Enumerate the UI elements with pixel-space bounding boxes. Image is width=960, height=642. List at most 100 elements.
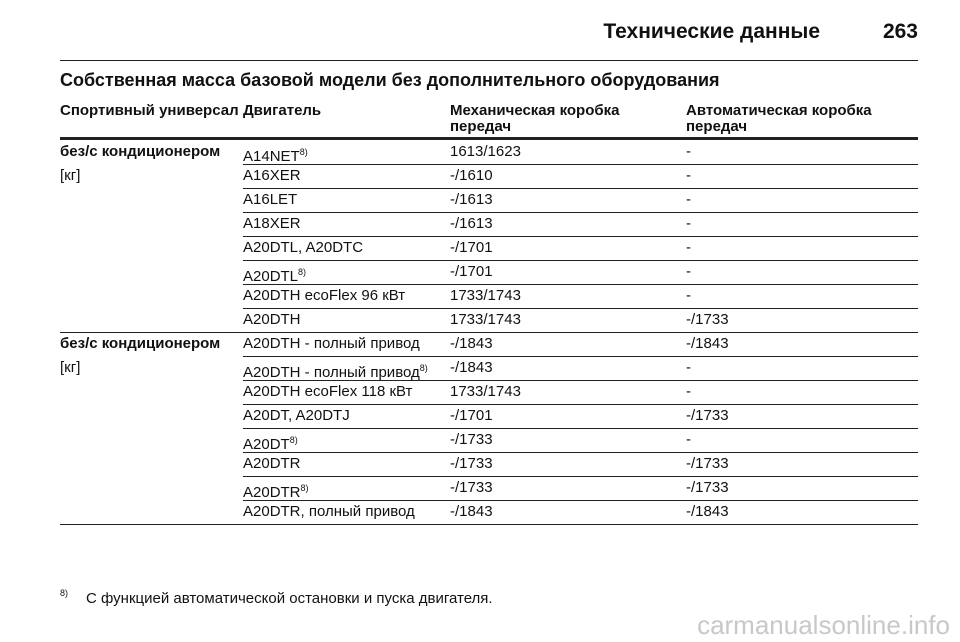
row-rule xyxy=(243,356,918,357)
auto-mass: - xyxy=(686,167,691,184)
engine-name: A14NET xyxy=(243,148,300,165)
auto-mass: - xyxy=(686,143,691,160)
engine-name: A20DTH ecoFlex 96 кВт xyxy=(243,287,406,304)
auto-mass: - xyxy=(686,359,691,376)
watermark: carmanualsonline.info xyxy=(697,610,950,640)
engine: A20DTH ecoFlex 118 кВт xyxy=(243,380,412,404)
manual-mass: -/1843 xyxy=(450,503,493,520)
engine: A20DTL8) xyxy=(243,260,306,289)
header-rule xyxy=(60,137,918,140)
note-mark: 8) xyxy=(419,363,428,373)
engine-name: A20DTH xyxy=(243,311,301,328)
engine: A14NET8) xyxy=(243,140,308,169)
column-header: Механическая коробка передач xyxy=(450,102,620,135)
column-header: Автоматическая коробка передач xyxy=(686,102,872,135)
engine-name: A20DTH - полный привод xyxy=(243,335,420,352)
engine: A20DTH - полный привод8) xyxy=(243,356,428,385)
section-title: Собственная масса базовой модели без доп… xyxy=(60,70,720,90)
manual-mass: -/1733 xyxy=(450,479,493,496)
row-rule xyxy=(243,500,918,501)
engine-name: A20DTL xyxy=(243,268,299,285)
header-rule xyxy=(60,60,918,61)
group-unit: [кг] xyxy=(60,167,81,184)
header-title: Технические данные xyxy=(603,20,820,43)
manual-mass: -/1733 xyxy=(450,431,493,448)
engine: A16XER xyxy=(243,164,301,188)
row-rule xyxy=(243,476,918,477)
manual-mass: -/1610 xyxy=(450,167,493,184)
engine: A20DTH - полный привод xyxy=(243,332,420,356)
engine-name: A18XER xyxy=(243,215,301,232)
engine-name: A20DTR, полный привод xyxy=(243,503,415,520)
engine-name: A16XER xyxy=(243,167,301,184)
auto-mass: -/1843 xyxy=(686,335,729,352)
engine: A20DTR8) xyxy=(243,476,309,505)
manual-mass: 1733/1743 xyxy=(450,311,521,328)
auto-mass: - xyxy=(686,287,691,304)
manual-mass: -/1843 xyxy=(450,335,493,352)
manual-mass: -/1701 xyxy=(450,263,493,280)
row-rule xyxy=(243,428,918,429)
engine-name: A20DT, A20DTJ xyxy=(243,407,350,424)
engine-name: A20DT xyxy=(243,436,290,453)
manual-mass: -/1613 xyxy=(450,191,493,208)
manual-mass: -/1701 xyxy=(450,407,493,424)
auto-mass: - xyxy=(686,215,691,232)
footnote-text: С функцией автоматической остановки и пу… xyxy=(86,590,493,607)
row-rule xyxy=(243,452,918,453)
engine: A20DTH xyxy=(243,308,301,332)
engine-name: A20DTH ecoFlex 118 кВт xyxy=(243,383,413,400)
manual-mass: 1733/1743 xyxy=(450,287,521,304)
engine-name: A20DTR xyxy=(243,484,301,501)
row-rule xyxy=(60,332,918,333)
footnote-mark: 8) xyxy=(60,588,69,598)
auto-mass: -/1733 xyxy=(686,311,729,328)
manual-mass: -/1733 xyxy=(450,455,493,472)
note-mark: 8) xyxy=(299,147,308,157)
note-mark: 8) xyxy=(298,267,307,277)
group-label: без/с кондиционером xyxy=(60,143,221,160)
engine: A18XER xyxy=(243,212,301,236)
engine-name: A20DTH - полный привод xyxy=(243,364,420,381)
row-rule xyxy=(243,308,918,309)
engine: A20DT, A20DTJ xyxy=(243,404,350,428)
row-rule xyxy=(243,284,918,285)
engine: A20DTR, полный привод xyxy=(243,500,415,524)
column-header: Спортивный универсал xyxy=(60,102,239,119)
manual-mass: 1613/1623 xyxy=(450,143,521,160)
auto-mass: - xyxy=(686,431,691,448)
engine: A16LET xyxy=(243,188,297,212)
auto-mass: - xyxy=(686,383,691,400)
row-rule xyxy=(243,164,918,165)
engine-name: A20DTL, A20DTC xyxy=(243,239,364,256)
row-rule xyxy=(60,524,918,525)
engine-name: A16LET xyxy=(243,191,298,208)
auto-mass: -/1733 xyxy=(686,479,729,496)
auto-mass: -/1733 xyxy=(686,407,729,424)
auto-mass: -/1843 xyxy=(686,503,729,520)
row-rule xyxy=(243,380,918,381)
manual-mass: -/1613 xyxy=(450,215,493,232)
group-label: без/с кондиционером xyxy=(60,335,221,352)
auto-mass: - xyxy=(686,239,691,256)
column-header: Двигатель xyxy=(243,102,322,119)
engine-name: A20DTR xyxy=(243,455,301,472)
note-mark: 8) xyxy=(300,483,309,493)
row-rule xyxy=(243,212,918,213)
page-number: 263 xyxy=(882,20,918,43)
engine: A20DTL, A20DTC xyxy=(243,236,363,260)
engine: A20DTH ecoFlex 96 кВт xyxy=(243,284,405,308)
manual-mass: 1733/1743 xyxy=(450,383,521,400)
auto-mass: -/1733 xyxy=(686,455,729,472)
manual-mass: -/1701 xyxy=(450,239,493,256)
row-rule xyxy=(243,188,918,189)
manual-mass: -/1843 xyxy=(450,359,493,376)
engine: A20DT8) xyxy=(243,428,298,457)
group-unit: [кг] xyxy=(60,359,81,376)
engine: A20DTR xyxy=(243,452,301,476)
row-rule xyxy=(243,236,918,237)
note-mark: 8) xyxy=(289,435,298,445)
row-rule xyxy=(243,404,918,405)
row-rule xyxy=(243,260,918,261)
